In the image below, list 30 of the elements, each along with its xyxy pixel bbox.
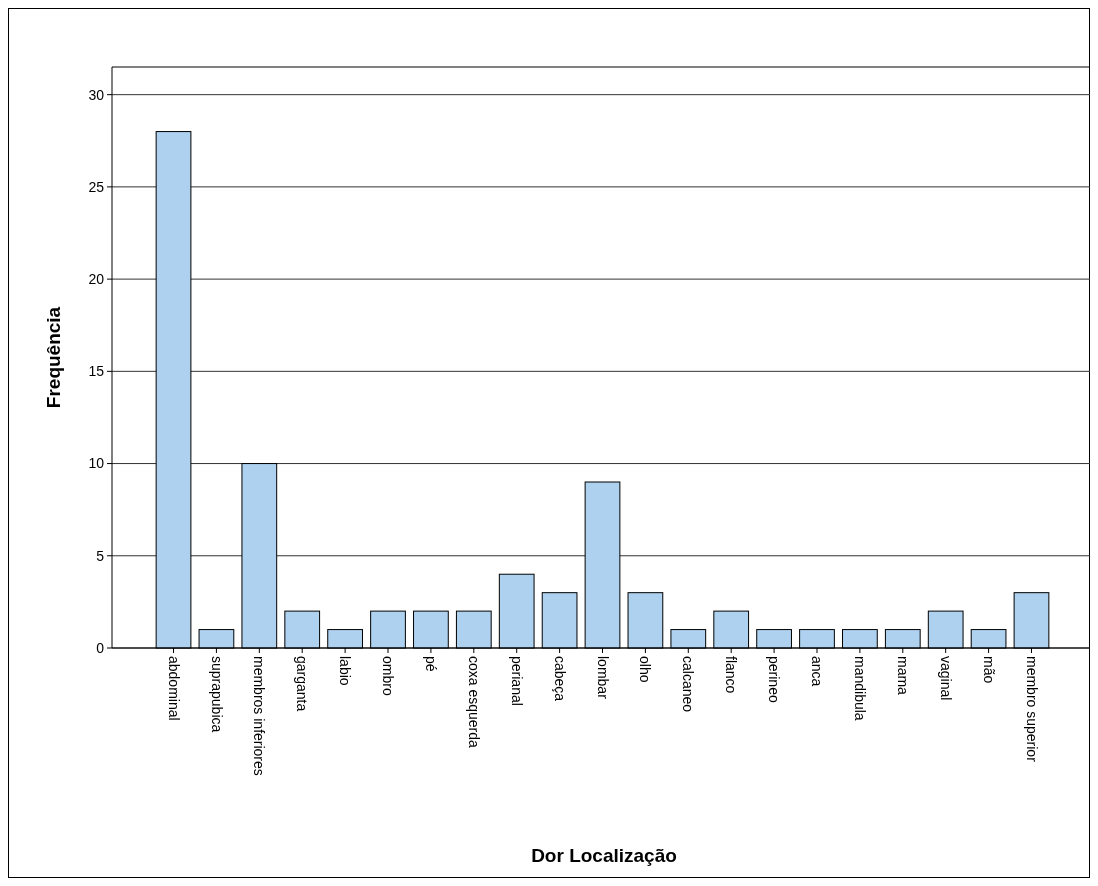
y-tick-label: 0 <box>96 639 105 656</box>
x-tick-label: calcaneo <box>680 656 697 713</box>
y-tick-label: 30 <box>88 86 105 103</box>
y-axis-title: Frequência <box>43 306 64 409</box>
x-tick-label: labio <box>337 656 354 686</box>
x-tick-label: perineo <box>766 656 783 703</box>
x-tick-label: mão <box>980 656 997 684</box>
x-tick-label: mama <box>894 656 911 696</box>
x-tick-label: suprapubica <box>208 656 225 733</box>
x-axis-title: Dor Localização <box>531 845 677 866</box>
x-tick-label: vaginal <box>937 656 954 701</box>
y-tick-label: 15 <box>88 363 105 380</box>
x-tick-label: perianal <box>508 656 525 706</box>
x-tick-label: mandibula <box>851 656 868 721</box>
y-tick-label: 10 <box>88 455 105 472</box>
x-tick-label: anca <box>809 656 826 687</box>
x-tick-label: cabeça <box>551 656 568 702</box>
x-tick-label: flanco <box>723 656 740 694</box>
y-tick-label: 5 <box>96 547 105 564</box>
x-tick-label: coxa esquerda <box>465 656 482 749</box>
x-tick-label: olho <box>637 656 654 683</box>
y-tick-label: 25 <box>88 178 105 195</box>
x-tick-label: lombar <box>594 656 611 700</box>
x-tick-label: ombro <box>380 656 397 696</box>
y-tick-label: 20 <box>88 271 105 288</box>
x-tick-label: membros inferiores <box>251 656 268 776</box>
x-tick-label: garganta <box>294 656 311 712</box>
x-tick-label: pé <box>423 656 440 672</box>
x-tick-label: membro superior <box>1023 656 1040 763</box>
x-tick-label: abdominal <box>165 656 182 721</box>
